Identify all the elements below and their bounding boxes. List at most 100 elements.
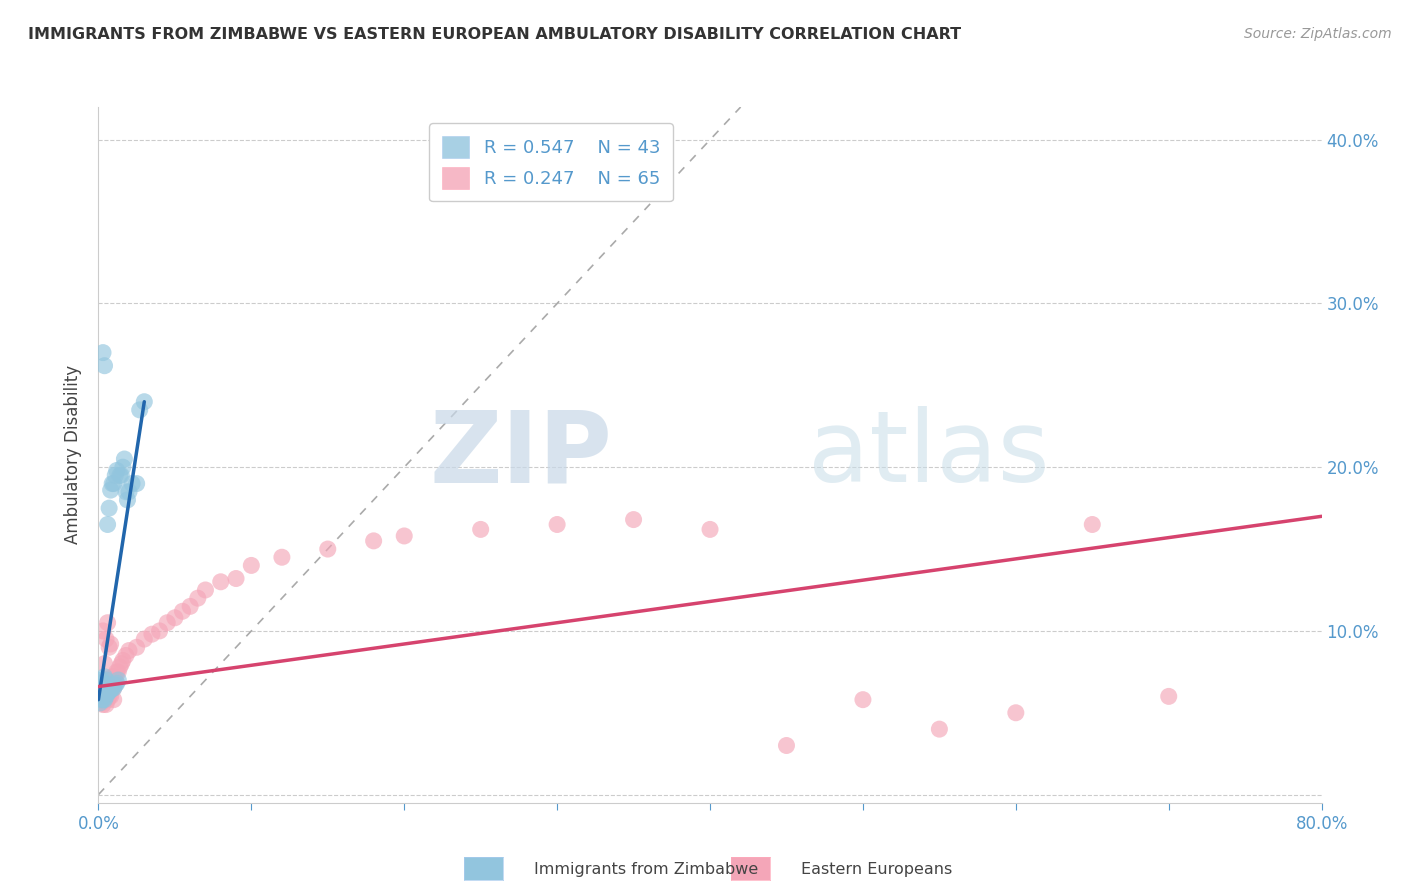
Point: [110, 657, 132, 671]
Point: [97, 684, 120, 698]
Point: [94, 682, 117, 697]
Point: [97, 673, 120, 687]
Point: [91, 676, 114, 690]
Point: [104, 468, 127, 483]
Point: [90, 692, 112, 706]
Point: [89, 690, 111, 704]
Point: [699, 523, 721, 537]
Point: [101, 670, 124, 684]
Point: [101, 681, 124, 696]
Point: [470, 523, 492, 537]
Point: [163, 611, 186, 625]
Point: [93, 682, 115, 697]
Point: [98, 640, 121, 655]
Point: [316, 542, 339, 557]
Point: [93, 657, 115, 671]
Text: Source: ZipAtlas.com: Source: ZipAtlas.com: [1244, 27, 1392, 41]
Point: [928, 722, 950, 736]
Point: [546, 517, 568, 532]
Point: [97, 678, 120, 692]
Point: [125, 476, 148, 491]
Point: [118, 484, 141, 499]
Point: [103, 692, 125, 706]
Point: [91, 692, 114, 706]
Point: [194, 582, 217, 597]
Point: [117, 492, 139, 507]
Point: [270, 550, 292, 565]
Point: [225, 572, 247, 586]
Point: [103, 476, 125, 491]
Point: [94, 673, 117, 687]
Point: [100, 483, 122, 497]
Point: [101, 476, 124, 491]
Point: [91, 624, 114, 638]
Point: [118, 643, 141, 657]
Point: [104, 678, 127, 692]
Text: Eastern Europeans: Eastern Europeans: [801, 863, 953, 877]
Point: [103, 681, 125, 696]
Y-axis label: Ambulatory Disability: Ambulatory Disability: [65, 366, 83, 544]
Text: atlas: atlas: [808, 407, 1049, 503]
Point: [89, 686, 111, 700]
Point: [363, 533, 385, 548]
Point: [1004, 706, 1026, 720]
Point: [623, 512, 645, 526]
Point: [91, 690, 114, 704]
Point: [108, 660, 131, 674]
Point: [94, 632, 117, 646]
Point: [98, 676, 121, 690]
Point: [90, 673, 112, 687]
Point: [100, 637, 122, 651]
Point: [97, 517, 120, 532]
Point: [392, 529, 416, 543]
Point: [108, 468, 131, 483]
Point: [110, 468, 132, 483]
Point: [93, 359, 115, 373]
Point: [91, 698, 114, 712]
Point: [103, 670, 125, 684]
Point: [134, 394, 156, 409]
Point: [107, 665, 129, 679]
Point: [852, 692, 875, 706]
Point: [1157, 690, 1180, 704]
Point: [134, 632, 156, 646]
Point: [90, 681, 112, 696]
Point: [121, 476, 143, 491]
Point: [105, 676, 128, 690]
Point: [97, 615, 120, 630]
Point: [100, 682, 122, 697]
Point: [240, 558, 263, 573]
Legend: R = 0.547    N = 43, R = 0.247    N = 65: R = 0.547 N = 43, R = 0.247 N = 65: [429, 123, 672, 202]
Point: [98, 501, 121, 516]
Point: [93, 692, 115, 706]
Point: [89, 692, 111, 706]
Point: [91, 676, 114, 690]
Text: IMMIGRANTS FROM ZIMBABWE VS EASTERN EUROPEAN AMBULATORY DISABILITY CORRELATION C: IMMIGRANTS FROM ZIMBABWE VS EASTERN EURO…: [28, 27, 962, 42]
Point: [98, 690, 121, 704]
Point: [94, 673, 117, 687]
Point: [100, 673, 122, 687]
Point: [90, 681, 112, 696]
Point: [105, 665, 128, 679]
Point: [111, 653, 134, 667]
Point: [115, 484, 138, 499]
Text: ZIP: ZIP: [429, 407, 612, 503]
Point: [172, 604, 194, 618]
Point: [125, 640, 148, 655]
Point: [90, 696, 112, 710]
Point: [112, 452, 135, 467]
Point: [775, 739, 797, 753]
Point: [91, 345, 114, 359]
Point: [107, 673, 129, 687]
Point: [93, 670, 115, 684]
Point: [156, 615, 179, 630]
Point: [98, 684, 121, 698]
Point: [115, 648, 138, 663]
Point: [94, 690, 117, 704]
Point: [209, 574, 232, 589]
Point: [149, 624, 172, 638]
Point: [97, 686, 120, 700]
Point: [128, 403, 150, 417]
Point: [141, 627, 163, 641]
Point: [187, 591, 209, 606]
